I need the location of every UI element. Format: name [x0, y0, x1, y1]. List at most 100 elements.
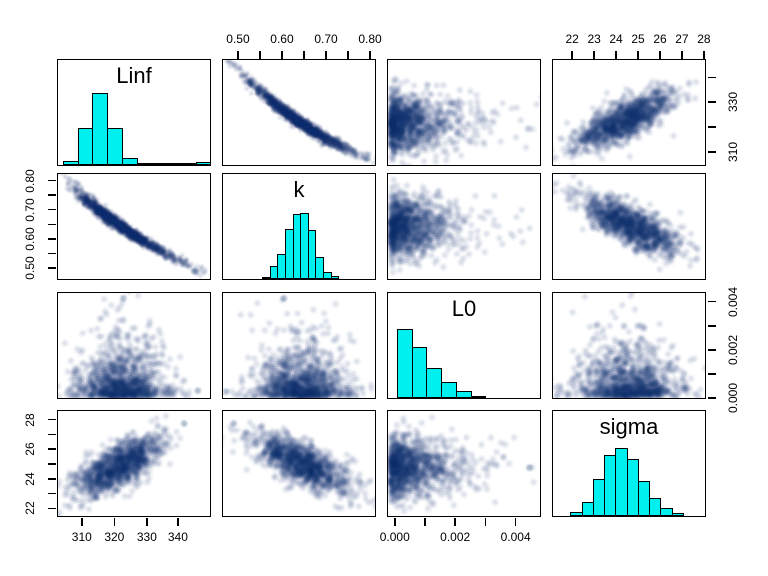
axis-tick-mark [593, 51, 595, 59]
axis-tick-label: 0.70 [314, 32, 338, 46]
hist-bar [181, 163, 197, 165]
hist-bar [151, 163, 167, 165]
axis-tick-mark [514, 518, 517, 526]
axis-tick-mark [48, 448, 56, 450]
hist-bar [122, 158, 138, 165]
axis-tick-mark [48, 238, 56, 240]
panel-r2c3-scatter [387, 173, 541, 280]
axis-tick-mark [484, 518, 487, 526]
hist-bar [471, 396, 486, 398]
panel-title-k: k [293, 177, 305, 202]
axis-tick-mark [708, 373, 716, 375]
hist-bar [78, 128, 93, 165]
axis-tick-mark [113, 518, 116, 526]
axis-tick-mark [48, 463, 56, 465]
axis-tick-mark [48, 194, 56, 196]
panel-r1c3-scatter [387, 59, 541, 166]
axis-tick-label: 330 [136, 530, 157, 544]
hist-bar [166, 163, 182, 165]
axis-tick-mark [237, 51, 239, 59]
axis-tick-label: 22 [565, 32, 579, 46]
axis-tick-mark [48, 492, 56, 495]
scatter-density-canvas [223, 293, 375, 398]
panel-r4c4-histogram: sigma [552, 410, 706, 517]
panel-r2c2-histogram: k [222, 173, 376, 280]
panel-r4c2-scatter [222, 410, 376, 517]
panel-title-l0: L0 [451, 296, 477, 321]
hist-bar [331, 276, 339, 279]
axis-tick-label: 340 [167, 530, 188, 544]
axis-tick-label: 310 [71, 530, 92, 544]
hist-bar [660, 508, 673, 516]
panel-r3c2-scatter [222, 292, 376, 399]
axis-tick-mark [615, 51, 617, 59]
axis-tick-mark [48, 478, 56, 480]
axis-tick-mark [369, 51, 371, 59]
axis-tick-mark [708, 151, 716, 153]
axis-tick-label: 330 [726, 92, 740, 113]
scatter-density-canvas [388, 174, 540, 279]
axis-tick-mark [708, 126, 716, 128]
axis-tick-label: 25 [631, 32, 645, 46]
hist-bar [649, 498, 661, 516]
hist-bar [456, 391, 472, 398]
axis-tick-label: 0.000 [379, 530, 410, 544]
axis-tick-mark [708, 325, 716, 327]
axis-tick-mark [325, 51, 327, 59]
axis-tick-mark [281, 51, 283, 59]
axis-tick-label: 0.000 [726, 382, 740, 413]
axis-tick-mark [708, 397, 716, 399]
axis-tick-mark [48, 223, 56, 226]
axis-tick-label: 23 [587, 32, 601, 46]
scatter-density-canvas [553, 60, 705, 165]
axis-tick-label: 0.004 [500, 530, 531, 544]
axis-tick-mark [81, 518, 83, 526]
scatter-density-canvas [58, 411, 210, 516]
axis-tick-label: 0.50 [23, 256, 37, 280]
panel-title-sigma: sigma [599, 414, 659, 439]
axis-tick-mark [177, 518, 179, 526]
axis-tick-mark [708, 349, 716, 351]
axis-tick-mark [259, 51, 261, 59]
axis-tick-mark [303, 51, 305, 59]
axis-tick-label: 310 [726, 141, 740, 162]
hist-bar [323, 272, 332, 279]
panel-r3c4-scatter [552, 292, 706, 399]
axis-tick-mark [347, 51, 349, 59]
axis-tick-label: 24 [609, 32, 623, 46]
hist-bar [107, 128, 123, 165]
panel-r4c1-scatter [57, 410, 211, 517]
axis-tick-label: 27 [675, 32, 689, 46]
axis-tick-label: 0.004 [726, 286, 740, 317]
scatter-density-canvas [388, 411, 540, 516]
hist-bar [137, 163, 152, 165]
axis-tick-label: 0.002 [726, 334, 740, 365]
axis-tick-mark [394, 518, 396, 526]
panel-r2c1-scatter [57, 173, 211, 280]
axis-tick-mark [424, 518, 426, 526]
axis-tick-mark [708, 101, 716, 103]
hist-bar [92, 93, 108, 165]
axis-tick-mark [48, 267, 56, 269]
panel-title-linf: Linf [116, 63, 152, 88]
axis-tick-mark [708, 300, 716, 303]
axis-tick-mark [48, 507, 56, 510]
hist-bar [672, 513, 684, 516]
axis-tick-label: 28 [697, 32, 711, 46]
hist-bar [441, 382, 457, 398]
axis-tick-label: 22 [23, 501, 37, 515]
hist-bar [63, 161, 79, 165]
axis-tick-label: 0.50 [226, 32, 250, 46]
hist-bar [412, 347, 427, 398]
hist-bar [426, 368, 442, 398]
panel-r1c1-histogram: Linf [57, 59, 211, 166]
hist-bar [397, 329, 413, 398]
panel-r1c4-scatter [552, 59, 706, 166]
axis-tick-label: 0.002 [440, 530, 471, 544]
scatter-density-canvas [223, 411, 375, 516]
panel-r3c3-histogram: L0 [387, 292, 541, 399]
panel-r2c4-scatter [552, 173, 706, 280]
panel-r1c2-scatter [222, 59, 376, 166]
axis-tick-mark [703, 51, 705, 59]
